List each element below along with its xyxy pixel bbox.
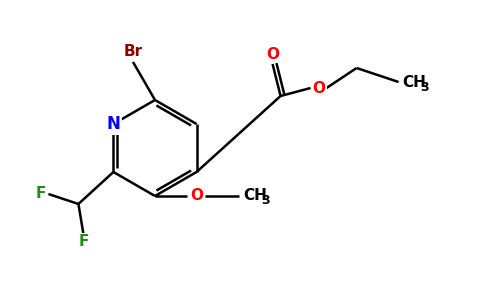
Text: N: N (106, 115, 121, 133)
Text: F: F (78, 235, 89, 250)
Text: 3: 3 (421, 80, 429, 94)
Text: O: O (312, 80, 325, 95)
Text: Br: Br (123, 44, 143, 59)
Text: CH: CH (243, 188, 267, 203)
Text: O: O (266, 46, 279, 62)
Text: F: F (35, 187, 45, 202)
Text: 3: 3 (261, 194, 270, 208)
Text: CH: CH (403, 74, 426, 89)
Text: O: O (191, 188, 203, 203)
